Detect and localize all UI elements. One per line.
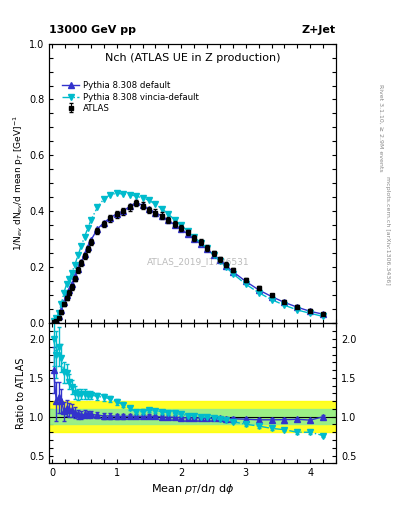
Pythia 8.308 default bbox=[101, 220, 106, 226]
Text: Nch (ATLAS UE in Z production): Nch (ATLAS UE in Z production) bbox=[105, 53, 280, 63]
Pythia 8.308 default bbox=[59, 307, 64, 313]
Pythia 8.308 vincia-default bbox=[67, 275, 72, 282]
Pythia 8.308 default bbox=[127, 203, 132, 209]
Pythia 8.308 vincia-default bbox=[89, 217, 94, 223]
Pythia 8.308 default bbox=[179, 226, 184, 232]
Pythia 8.308 default bbox=[73, 273, 77, 280]
Pythia 8.308 default bbox=[218, 258, 222, 264]
Pythia 8.308 default bbox=[243, 279, 248, 285]
Pythia 8.308 default bbox=[192, 237, 196, 243]
Pythia 8.308 vincia-default bbox=[62, 290, 66, 296]
Pythia 8.308 vincia-default bbox=[282, 302, 287, 308]
Line: Pythia 8.308 vincia-default: Pythia 8.308 vincia-default bbox=[51, 190, 326, 324]
Pythia 8.308 default bbox=[114, 210, 119, 217]
Pythia 8.308 default bbox=[295, 304, 300, 310]
Legend: Pythia 8.308 default, Pythia 8.308 vincia-default, ATLAS: Pythia 8.308 default, Pythia 8.308 vinci… bbox=[62, 81, 198, 113]
Pythia 8.308 default bbox=[198, 241, 203, 247]
Pythia 8.308 vincia-default bbox=[192, 234, 196, 240]
Pythia 8.308 vincia-default bbox=[231, 270, 235, 276]
Pythia 8.308 default bbox=[108, 215, 113, 221]
Text: 13000 GeV pp: 13000 GeV pp bbox=[49, 25, 136, 35]
Pythia 8.308 default bbox=[67, 287, 72, 293]
Text: ATLAS_2019_I1736531: ATLAS_2019_I1736531 bbox=[147, 258, 250, 266]
Pythia 8.308 vincia-default bbox=[76, 252, 81, 258]
Pythia 8.308 vincia-default bbox=[173, 217, 177, 223]
Text: Z+Jet: Z+Jet bbox=[302, 25, 336, 35]
Pythia 8.308 default bbox=[231, 269, 235, 275]
Pythia 8.308 vincia-default bbox=[64, 281, 69, 287]
Pythia 8.308 default bbox=[121, 208, 126, 214]
Pythia 8.308 default bbox=[54, 317, 59, 323]
Y-axis label: 1/N$_{ev}$ dN$_{ev}$/d mean p$_{T}$ [GeV]$^{-1}$: 1/N$_{ev}$ dN$_{ev}$/d mean p$_{T}$ [GeV… bbox=[12, 116, 26, 251]
Pythia 8.308 vincia-default bbox=[73, 262, 77, 268]
Pythia 8.308 vincia-default bbox=[211, 252, 216, 258]
Pythia 8.308 vincia-default bbox=[179, 222, 184, 228]
Pythia 8.308 vincia-default bbox=[166, 211, 171, 217]
Pythia 8.308 default bbox=[205, 246, 209, 252]
Pythia 8.308 default bbox=[69, 281, 74, 287]
Pythia 8.308 vincia-default bbox=[95, 204, 100, 210]
Pythia 8.308 default bbox=[166, 217, 171, 223]
Pythia 8.308 default bbox=[160, 213, 164, 219]
Text: mcplots.cern.ch [arXiv:1306.3436]: mcplots.cern.ch [arXiv:1306.3436] bbox=[385, 176, 389, 285]
Pythia 8.308 vincia-default bbox=[140, 195, 145, 201]
Pythia 8.308 vincia-default bbox=[160, 206, 164, 212]
Pythia 8.308 default bbox=[211, 252, 216, 258]
Pythia 8.308 vincia-default bbox=[205, 245, 209, 251]
Pythia 8.308 default bbox=[256, 287, 261, 293]
Pythia 8.308 default bbox=[51, 318, 56, 324]
Pythia 8.308 vincia-default bbox=[147, 197, 151, 203]
Pythia 8.308 default bbox=[64, 292, 69, 298]
X-axis label: Mean $p_{T}$/d$\eta$ d$\phi$: Mean $p_{T}$/d$\eta$ d$\phi$ bbox=[151, 482, 234, 497]
Pythia 8.308 vincia-default bbox=[57, 310, 61, 316]
Text: Rivet 3.1.10, ≥ 2.9M events: Rivet 3.1.10, ≥ 2.9M events bbox=[378, 84, 383, 172]
Pythia 8.308 default bbox=[62, 300, 66, 306]
Pythia 8.308 vincia-default bbox=[243, 281, 248, 287]
Pythia 8.308 vincia-default bbox=[69, 270, 74, 276]
Pythia 8.308 default bbox=[282, 300, 287, 306]
Pythia 8.308 default bbox=[85, 244, 90, 250]
Pythia 8.308 vincia-default bbox=[54, 315, 59, 322]
Pythia 8.308 default bbox=[76, 266, 81, 272]
Pythia 8.308 default bbox=[57, 313, 61, 319]
Pythia 8.308 vincia-default bbox=[153, 201, 158, 207]
Pythia 8.308 vincia-default bbox=[85, 225, 90, 231]
Pythia 8.308 vincia-default bbox=[295, 307, 300, 313]
Pythia 8.308 vincia-default bbox=[218, 258, 222, 264]
Pythia 8.308 default bbox=[95, 226, 100, 232]
Pythia 8.308 vincia-default bbox=[224, 264, 229, 270]
Y-axis label: Ratio to ATLAS: Ratio to ATLAS bbox=[16, 358, 26, 429]
Pythia 8.308 default bbox=[89, 237, 94, 243]
Pythia 8.308 vincia-default bbox=[198, 240, 203, 246]
Pythia 8.308 vincia-default bbox=[59, 301, 64, 307]
Pythia 8.308 vincia-default bbox=[321, 313, 325, 319]
Pythia 8.308 default bbox=[79, 259, 84, 265]
Line: Pythia 8.308 default: Pythia 8.308 default bbox=[51, 200, 326, 324]
Pythia 8.308 default bbox=[82, 251, 87, 257]
Pythia 8.308 default bbox=[321, 311, 325, 317]
Pythia 8.308 vincia-default bbox=[185, 228, 190, 234]
Pythia 8.308 vincia-default bbox=[308, 310, 312, 316]
Pythia 8.308 vincia-default bbox=[79, 243, 84, 249]
Pythia 8.308 vincia-default bbox=[82, 233, 87, 240]
Pythia 8.308 vincia-default bbox=[114, 190, 119, 196]
Pythia 8.308 vincia-default bbox=[108, 191, 113, 198]
Pythia 8.308 default bbox=[224, 263, 229, 269]
Pythia 8.308 vincia-default bbox=[256, 290, 261, 296]
Pythia 8.308 default bbox=[308, 308, 312, 314]
Pythia 8.308 vincia-default bbox=[127, 191, 132, 198]
Pythia 8.308 default bbox=[269, 293, 274, 300]
Pythia 8.308 default bbox=[140, 202, 145, 208]
Pythia 8.308 vincia-default bbox=[51, 317, 56, 324]
Pythia 8.308 default bbox=[147, 206, 151, 212]
Pythia 8.308 default bbox=[173, 222, 177, 228]
Pythia 8.308 vincia-default bbox=[134, 193, 138, 199]
Pythia 8.308 default bbox=[134, 200, 138, 206]
Pythia 8.308 default bbox=[185, 231, 190, 237]
Pythia 8.308 default bbox=[153, 209, 158, 216]
Pythia 8.308 vincia-default bbox=[121, 191, 126, 197]
Pythia 8.308 vincia-default bbox=[101, 196, 106, 202]
Pythia 8.308 vincia-default bbox=[269, 296, 274, 303]
